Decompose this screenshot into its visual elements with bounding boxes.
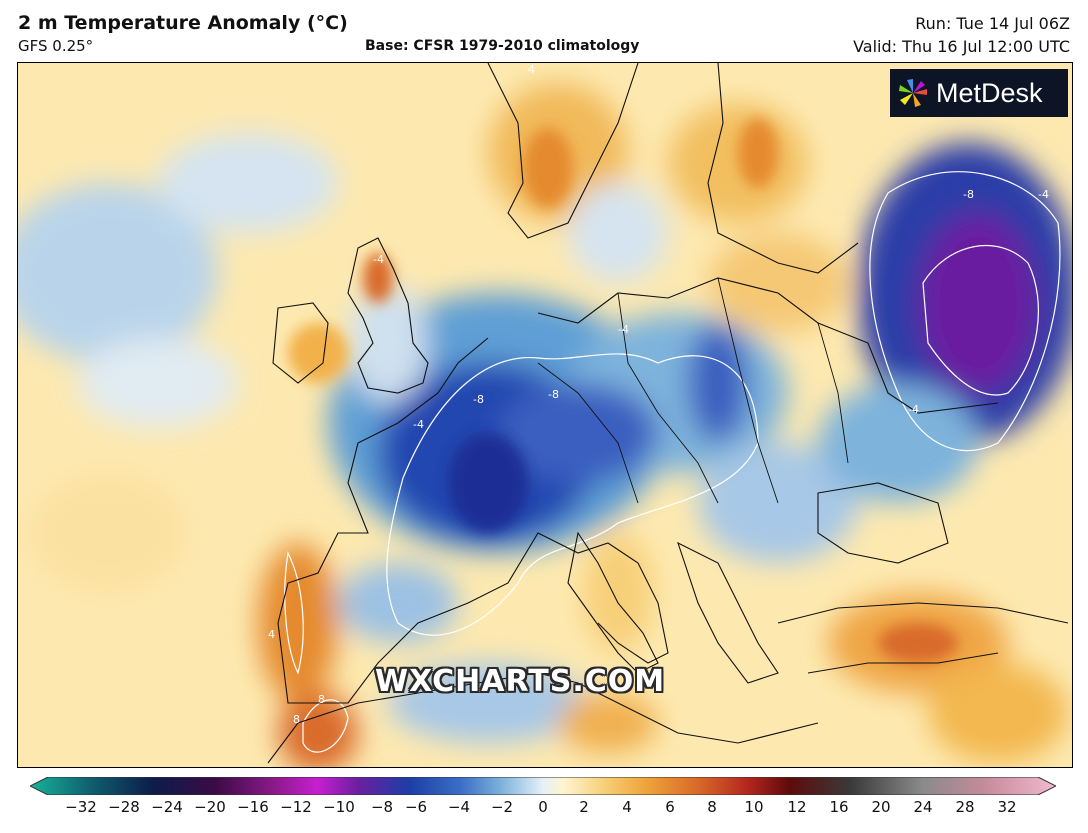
colorbar-tick: −8 <box>370 798 394 816</box>
contour-label: 8 <box>318 693 325 706</box>
climatology-base-label: Base: CFSR 1979-2010 climatology <box>365 38 640 54</box>
colorbar-tick: −24 <box>151 798 183 816</box>
contour-label: -8 <box>473 393 484 406</box>
colorbar-tick: −6 <box>404 798 428 816</box>
model-label: GFS 0.25° <box>18 37 94 55</box>
colorbar-tick: 32 <box>997 798 1017 816</box>
colorbar-tick: −12 <box>280 798 312 816</box>
colorbar-tick: 12 <box>787 798 807 816</box>
map-svg: -4 -8 -4 -8 -8 4 8 -4 4 8 -4 -4 <box>18 63 1072 767</box>
run-time-label: Run: Tue 14 Jul 06Z <box>915 14 1070 33</box>
contour-label: -4 <box>373 253 384 266</box>
contour-label-group: -4 -8 -4 -8 -8 4 8 -4 4 8 -4 -4 <box>268 63 1049 726</box>
colorbar-ticks: −32 −28 −24 −20 −16 −12 −10 −8 −6 −4 −2 … <box>0 798 1088 818</box>
contour-label: -8 <box>548 388 559 401</box>
colorbar-tick: 0 <box>538 798 548 816</box>
contour-label: -4 <box>908 403 919 416</box>
colorbar-tick: 4 <box>622 798 632 816</box>
metdesk-pinwheel-icon <box>899 79 927 107</box>
colorbar-tick: 28 <box>955 798 975 816</box>
contour-label: 4 <box>268 628 275 641</box>
contour-label: -8 <box>963 188 974 201</box>
colorbar-tick: 10 <box>744 798 764 816</box>
metdesk-logo: MetDesk <box>890 69 1068 117</box>
colorbar-tick: −32 <box>65 798 97 816</box>
colorbar-tick: 2 <box>579 798 589 816</box>
valid-time-label: Valid: Thu 16 Jul 12:00 UTC <box>853 37 1070 56</box>
colorbar-tick: −4 <box>447 798 471 816</box>
contour-label: -4 <box>618 323 629 336</box>
colorbar-tick: −10 <box>323 798 355 816</box>
colorbar-tick: −16 <box>237 798 269 816</box>
colorbar-tick: 16 <box>829 798 849 816</box>
anomaly-field <box>18 83 1072 767</box>
anomaly-detail <box>288 118 958 663</box>
wxcharts-watermark: WXCHARTS.COM <box>375 664 666 699</box>
contour-label: -4 <box>1038 188 1049 201</box>
colorbar-tick: 6 <box>665 798 675 816</box>
contour-label: 4 <box>528 63 535 76</box>
chart-title: 2 m Temperature Anomaly (°C) <box>18 12 348 34</box>
colorbar-tick: 8 <box>707 798 717 816</box>
metdesk-logo-text: MetDesk <box>936 77 1043 108</box>
coastlines <box>267 63 1069 764</box>
colorbar-tick: −2 <box>490 798 514 816</box>
colorbar <box>30 777 1056 795</box>
anomaly-map: -4 -8 -4 -8 -8 4 8 -4 4 8 -4 -4 MetDesk <box>17 62 1073 768</box>
contour-label: -4 <box>413 418 424 431</box>
contour-label: 8 <box>293 713 300 726</box>
colorbar-tick: 20 <box>871 798 891 816</box>
colorbar-tick: −28 <box>108 798 140 816</box>
colorbar-tick: 24 <box>913 798 933 816</box>
colorbar-tick: −20 <box>194 798 226 816</box>
